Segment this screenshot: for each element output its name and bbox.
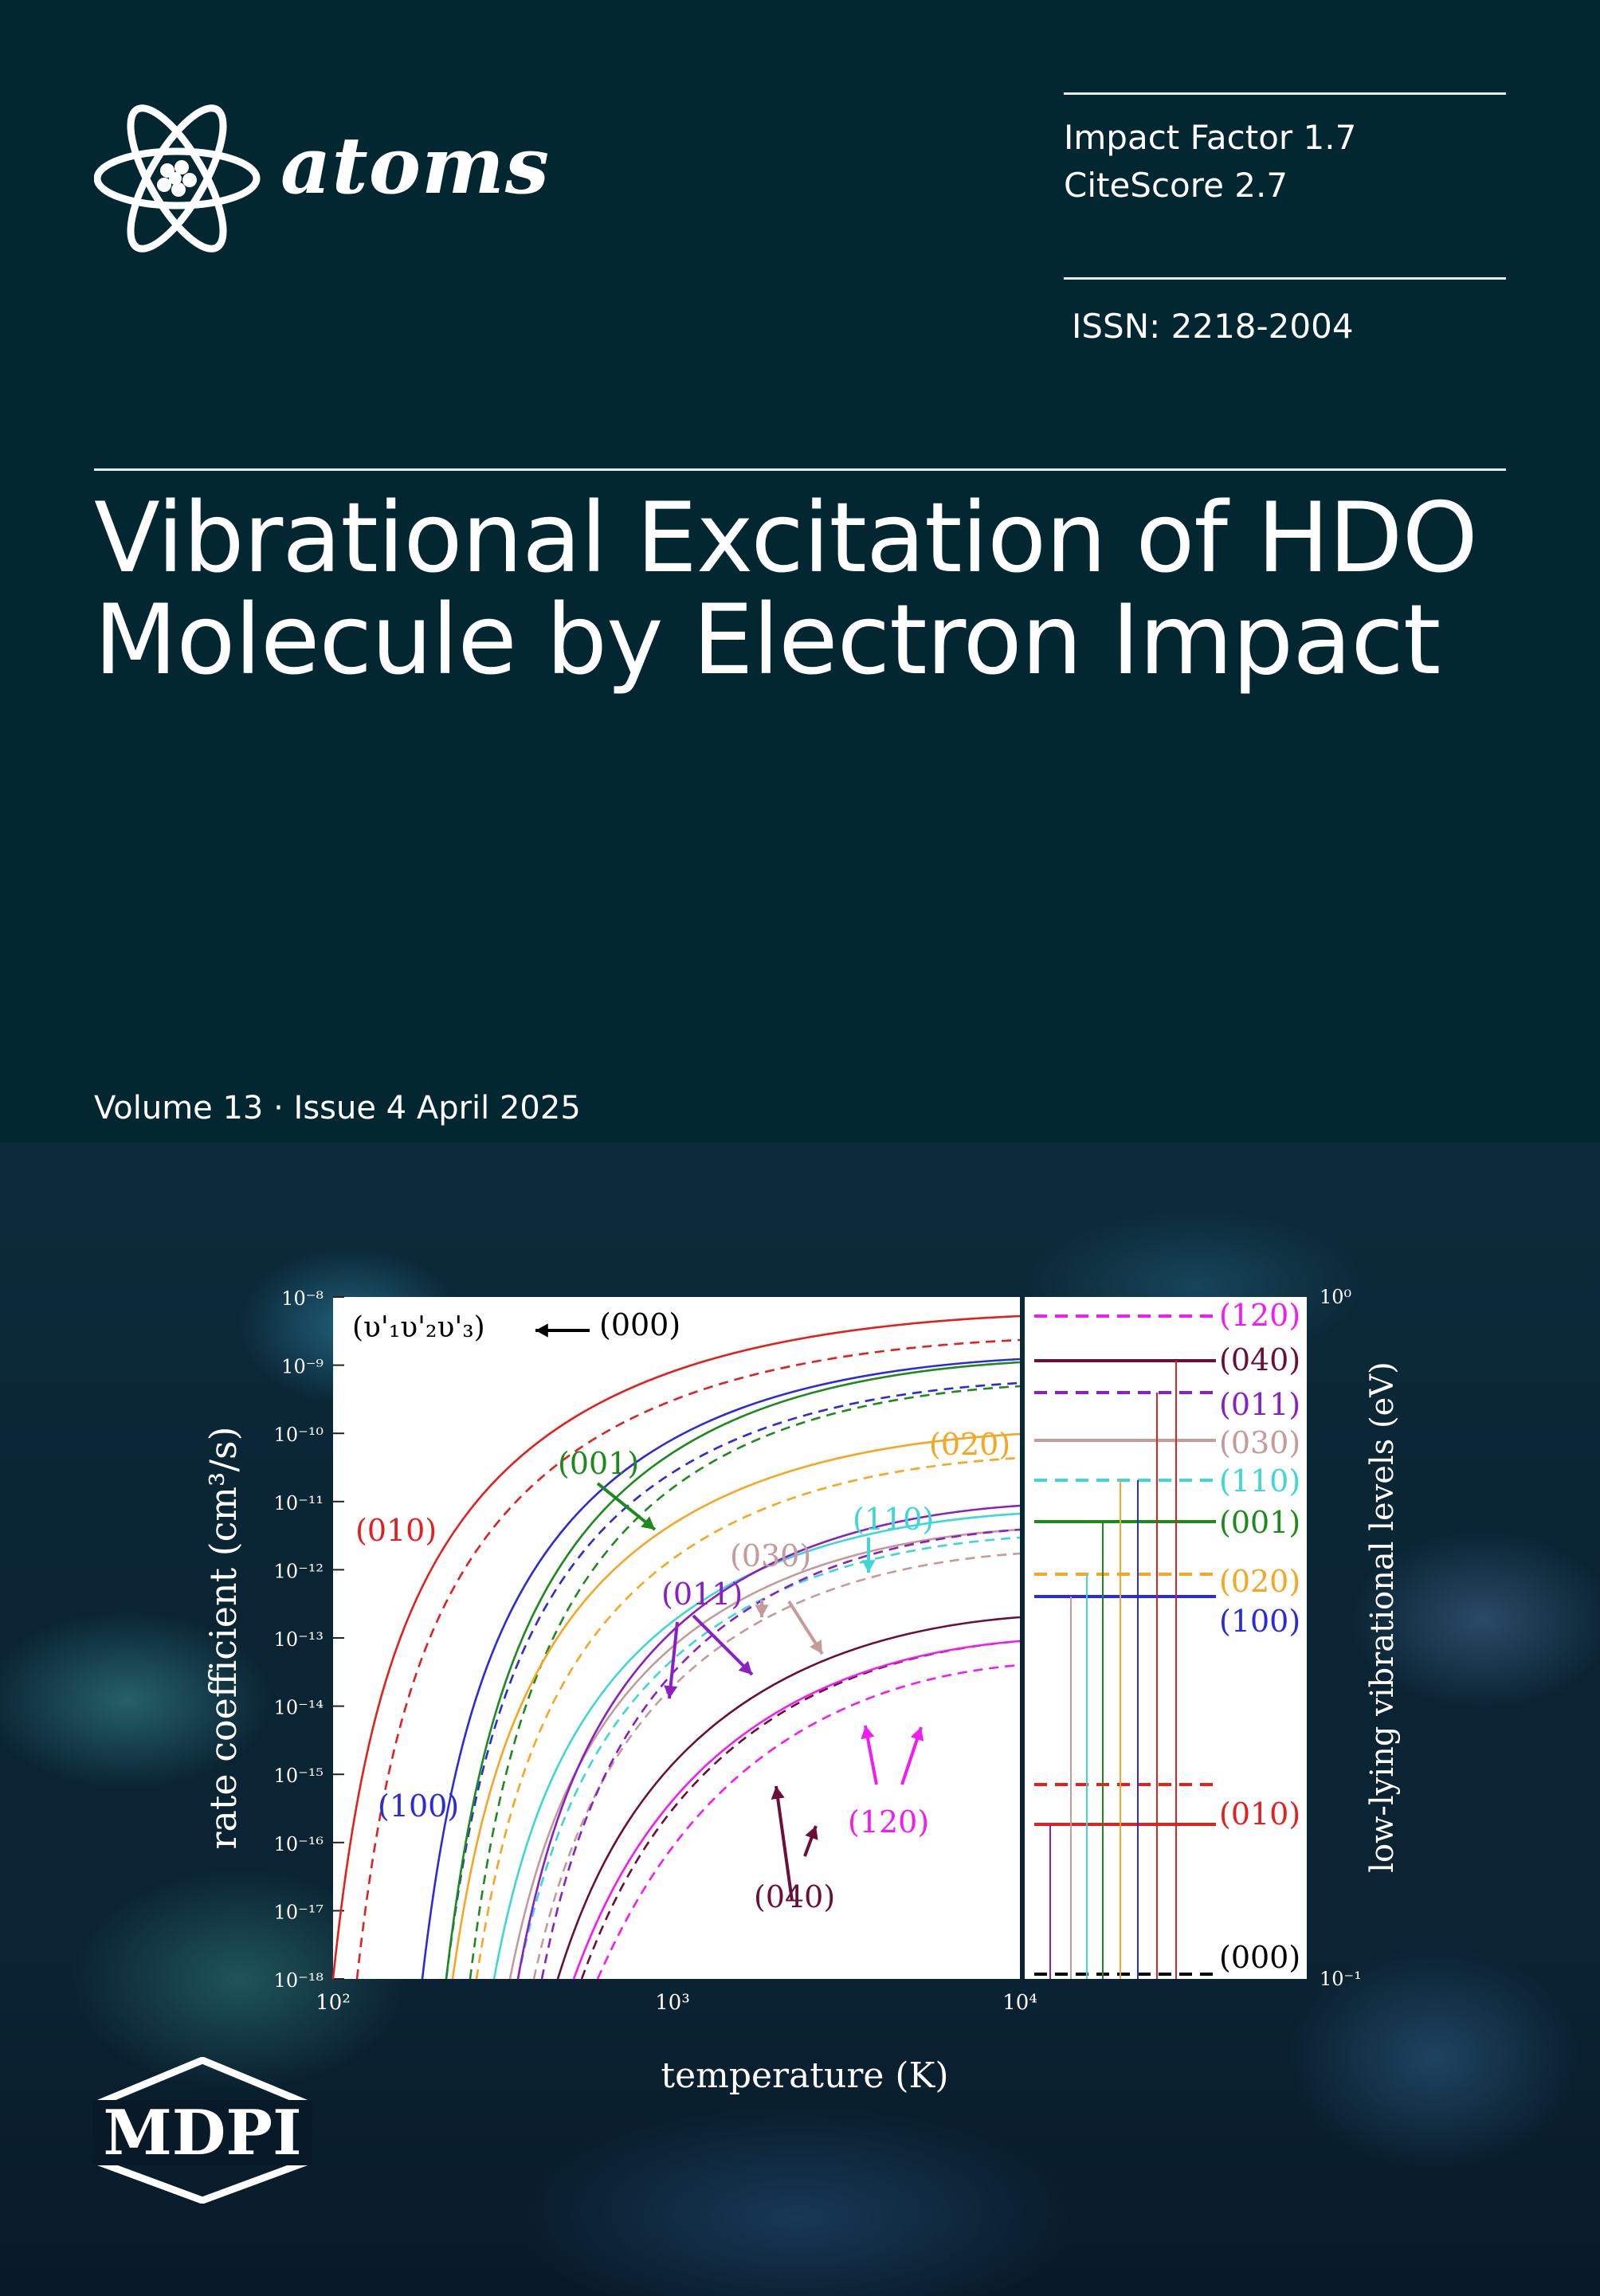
left-y-tick-label: 10⁻¹³ [274,1628,324,1651]
rate-curve [475,1456,1021,1980]
level-label: (011) [1219,1387,1300,1422]
curve-label: (100) [378,1789,459,1824]
level-label: (100) [1219,1604,1300,1639]
x-tick-label: 10² [316,1991,351,2015]
level-label: (120) [1219,1298,1300,1333]
curve-label: (040) [754,1879,835,1914]
curve-label: (001) [558,1446,639,1481]
left-y-tick-label: 10⁻¹² [274,1560,324,1582]
article-title: Vibrational Excitation of HDO Molecule b… [94,488,1528,692]
title-line-1: Vibrational Excitation of HDO [94,482,1478,594]
curve-label: (000) [599,1307,680,1342]
curve-label: (120) [848,1804,929,1840]
publisher-name: MDPI [103,2097,301,2169]
curve-label: (020) [929,1427,1010,1462]
curve-label: (010) [355,1513,437,1548]
atoms-logo-icon [94,104,261,253]
rate-curve [469,1385,1021,1980]
title-rule [94,468,1506,471]
citescore: CiteScore 2.7 [1064,166,1288,205]
annotation-arrow [775,1785,794,1902]
level-label: (110) [1219,1463,1300,1499]
impact-factor: Impact Factor 1.7 [1064,118,1357,157]
arrow-head [738,1660,752,1675]
journal-name: atoms [280,120,550,212]
x-tick-label: 10³ [655,1991,690,2015]
annotation-arrow [668,1621,679,1699]
left-y-tick-label: 10⁻¹⁶ [274,1833,324,1855]
volume-issue-date: Volume 13 · Issue 4 April 2025 [94,1090,581,1126]
curve-label: (011) [661,1577,743,1612]
right-y-tick-label: 10⁻¹ [1320,1968,1362,1990]
left-y-tick-label: 10⁻¹⁵ [274,1765,324,1787]
rate-curve [445,1361,1021,1980]
rate-curve [492,1512,1021,1980]
rate-curve [508,1528,1021,1980]
annotation-arrow [692,1614,754,1676]
right-y-axis-title: low-lying vibrational levels (eV) [1364,1362,1401,1872]
rate-curve [445,1381,1021,1980]
rate-curve [580,1640,1021,1980]
left-y-tick-label: 10⁻¹⁷ [274,1901,324,1923]
arrow-head [771,1786,785,1800]
arrow-head [755,1604,769,1617]
arrow-head [535,1323,548,1338]
rate-curve [331,1315,1021,1980]
x-axis-title: temperature (K) [661,2055,948,2096]
x-tick-label: 10⁴ [1002,1991,1037,2015]
rate-curve [421,1358,1021,1980]
level-label: (001) [1219,1505,1300,1540]
arrow-head [861,1726,875,1740]
level-label: (010) [1219,1796,1300,1832]
level-label: (020) [1219,1564,1300,1599]
level-label: (000) [1219,1940,1300,1975]
left-y-tick-label: 10⁻¹⁰ [274,1424,324,1446]
cover-figure: 10⁻⁸ 10⁻⁹ 10⁻¹⁰ 10⁻¹¹ 10⁻¹² 10⁻¹³ 10⁻¹⁴ 10⁻¹⁵ 10… [202,1286,1401,2096]
mdpi-logo-icon: MDPI [92,2057,312,2204]
left-y-tick-label: 10⁻¹⁸ [274,1969,324,1992]
header-rule-top [1064,92,1506,95]
rate-curve [572,1640,1021,1980]
rate-curve [516,1504,1021,1980]
arrow-head [664,1685,678,1698]
left-y-tick-label: 10⁻⁸ [281,1287,324,1310]
rate-curve [451,1432,1021,1980]
arrow-head [861,1560,876,1573]
left-y-tick-label: 10⁻¹⁴ [274,1697,324,1719]
arrow-head [805,1826,818,1840]
rate-curve [355,1338,1021,1980]
rate-curve [556,1616,1021,1980]
issn: ISSN: 2218-2004 [1072,307,1354,346]
header-rule-middle [1064,277,1506,280]
rate-curve [532,1552,1021,1980]
left-y-tick-label: 10⁻⁹ [281,1356,324,1378]
level-label: (030) [1219,1425,1300,1460]
arrow-head [910,1727,924,1742]
curve-label: (030) [730,1538,811,1573]
left-y-tick-label: 10⁻¹¹ [274,1492,324,1514]
arrow-head [641,1516,655,1530]
rate-curve [596,1663,1021,1980]
vibrational-notation: (υ'₁υ'₂υ'₃) [352,1311,485,1344]
left-y-axis-title: rate coefficient (cm³/s) [202,1426,245,1849]
right-y-tick-label: 10⁰ [1320,1286,1351,1308]
curve-label: (110) [853,1502,934,1537]
level-label: (040) [1219,1342,1300,1377]
arrow-head [810,1640,822,1654]
title-line-2: Molecule by Electron Impact [94,584,1441,696]
rate-curve [516,1536,1021,1980]
